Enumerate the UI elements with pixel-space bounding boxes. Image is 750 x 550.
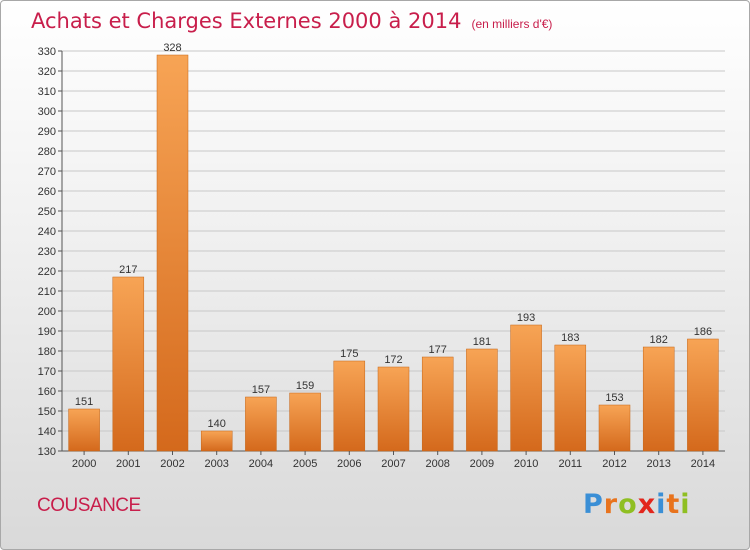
x-tick-label: 2014	[691, 458, 715, 470]
bar	[68, 408, 100, 452]
bar-value-label: 186	[694, 326, 712, 338]
y-tick-label: 290	[38, 126, 56, 138]
bar	[377, 366, 410, 452]
bar-value-label: 159	[296, 380, 314, 392]
y-tick-label: 240	[38, 226, 56, 238]
y-tick-label: 220	[38, 266, 56, 278]
y-tick-label: 270	[38, 166, 56, 178]
logo-letter: i	[680, 489, 691, 520]
x-tick-label: 2000	[72, 458, 96, 470]
x-tick-label: 2011	[558, 458, 582, 470]
bar	[466, 348, 498, 452]
y-tick-label: 190	[38, 326, 56, 338]
bar	[245, 396, 277, 452]
y-tick-label: 210	[38, 286, 56, 298]
bar	[554, 344, 587, 452]
x-tick-label: 2009	[470, 458, 494, 470]
x-tick-label: 2012	[602, 458, 626, 470]
x-tick-label: 2010	[514, 458, 538, 470]
bar	[687, 338, 719, 452]
x-tick-label: 2013	[646, 458, 670, 470]
bar-value-label: 151	[75, 396, 93, 408]
bar-value-label: 182	[650, 334, 668, 346]
bar	[156, 54, 189, 452]
bar	[112, 276, 145, 452]
bar	[333, 360, 366, 452]
bar-value-label: 181	[473, 336, 491, 348]
bar-value-label: 175	[340, 348, 358, 360]
x-tick-label: 2005	[293, 458, 317, 470]
y-tick-label: 260	[38, 186, 56, 198]
x-tick-label: 2004	[249, 458, 273, 470]
bar	[289, 392, 321, 452]
y-tick-label: 320	[38, 66, 56, 78]
title-row: Achats et Charges Externes 2000 à 2014 (e…	[31, 9, 552, 33]
x-tick-label: 2002	[160, 458, 184, 470]
bar-value-label: 328	[163, 42, 181, 54]
bar	[642, 346, 675, 452]
y-tick-label: 300	[38, 106, 56, 118]
y-tick-label: 150	[38, 406, 56, 418]
logo-letter: i	[656, 489, 667, 520]
chart-subtitle: (en milliers d'€)	[471, 17, 553, 31]
logo-letter: r	[603, 489, 619, 520]
y-tick-label: 180	[38, 346, 56, 358]
logo-letter: x	[637, 489, 657, 520]
bar-value-label: 183	[561, 332, 579, 344]
bar-value-label: 177	[429, 344, 447, 356]
bar-value-label: 153	[605, 392, 623, 404]
bar-value-label: 193	[517, 312, 535, 324]
bar-value-label: 157	[252, 384, 270, 396]
logo-letter: P	[583, 489, 604, 520]
commune-name: COUSANCE	[37, 495, 141, 516]
y-tick-label: 250	[38, 206, 56, 218]
y-tick-label: 130	[38, 446, 56, 458]
bar	[598, 404, 631, 452]
y-tick-label: 140	[38, 426, 56, 438]
bar-value-label: 217	[119, 264, 137, 276]
bar	[421, 356, 454, 452]
bar-value-label: 140	[208, 418, 226, 430]
y-tick-label: 330	[38, 46, 56, 58]
x-tick-label: 2007	[381, 458, 405, 470]
bar	[510, 324, 542, 452]
y-tick-label: 280	[38, 146, 56, 158]
logo-letter: o	[618, 489, 638, 520]
x-tick-label: 2003	[204, 458, 228, 470]
logo-letter: t	[666, 489, 681, 520]
y-tick-label: 200	[38, 306, 56, 318]
y-tick-label: 310	[38, 86, 56, 98]
y-tick-label: 230	[38, 246, 56, 258]
x-tick-label: 2008	[425, 458, 449, 470]
x-tick-label: 2001	[116, 458, 140, 470]
y-tick-label: 160	[38, 386, 56, 398]
proxiti-logo: Proxiti	[583, 489, 691, 520]
bar-value-label: 172	[384, 354, 402, 366]
y-tick-label: 170	[38, 366, 56, 378]
x-tick-label: 2006	[337, 458, 361, 470]
bar	[200, 430, 233, 452]
chart-title: Achats et Charges Externes 2000 à 2014	[31, 9, 462, 33]
